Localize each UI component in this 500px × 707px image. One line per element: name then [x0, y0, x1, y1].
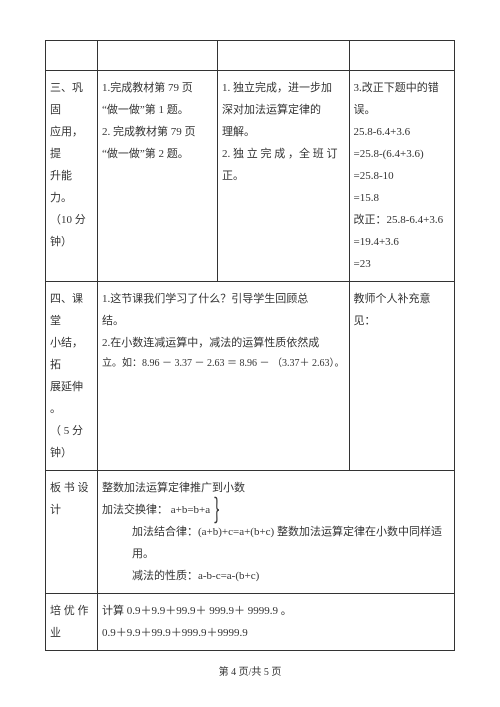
section-3-col4-l1: 3.改正下题中的错: [354, 77, 451, 99]
homework-row: 培 优 作 业 计算 0.9＋9.9＋99.9＋ 999.9＋ 9999.9 。…: [46, 594, 455, 651]
section-4-col3-l1: 教师个人补充意: [354, 288, 451, 310]
section-3-col4-l3: 25.8-6.4+3.6: [354, 121, 451, 143]
page-footer: 第 4 页/共 5 页: [45, 651, 455, 678]
section-3-col3: 1. 独立完成，进一步加 深对加法运算定律的 理解。 2. 独 立 完 成 ，全…: [218, 71, 349, 282]
section-4-label-l1: 四、课堂: [50, 288, 93, 332]
section-3-col2: 1.完成教材第 79 页 “做一做”第 1 题。 2. 完成教材第 79 页 “…: [98, 71, 218, 282]
section-4-col3-l2: 见：: [354, 310, 451, 332]
homework-l2: 0.9＋9.9＋99.9＋999.9＋9999.9: [102, 622, 450, 644]
section-4-label: 四、课堂 小结，拓 展延伸 。 （ 5 分 钟）: [46, 282, 98, 471]
board-design-body: 整数加法运算定律推广到小数 加法交换律： a+b=b+a ︷ 加法结合律：(a+…: [98, 471, 455, 594]
brace-icon: ︷: [217, 496, 225, 524]
section-3-row: 三、巩固 应用，提 升能力。 （10 分 钟） 1.完成教材第 79 页 “做一…: [46, 71, 455, 282]
section-3-label-l2: 应用，提: [50, 121, 93, 165]
section-4-col3: 教师个人补充意 见：: [349, 282, 455, 471]
section-4-label-l3: 展延伸 。: [50, 376, 93, 420]
section-3-col4-l7: 改正：25.8-6.4+3.6: [354, 209, 451, 231]
homework-label: 培 优 作 业: [46, 594, 98, 651]
section-3-label-l4: （10 分: [50, 209, 93, 231]
section-3-col4: 3.改正下题中的错 误。 25.8-6.4+3.6 =25.8-(6.4+3.6…: [349, 71, 455, 282]
homework-label-l1: 培 优 作: [50, 600, 93, 622]
board-design-l2: 加法交换律： a+b=b+a ︷: [102, 499, 450, 521]
section-4-col2-l2: 结。: [102, 310, 345, 332]
header-cell-3: [218, 41, 349, 71]
homework-label-l2: 业: [50, 622, 93, 644]
homework-l1: 计算 0.9＋9.9＋99.9＋ 999.9＋ 9999.9 。: [102, 600, 450, 622]
section-3-col3-l3: 理解。: [222, 121, 344, 143]
board-design-label-l2: 计: [50, 499, 93, 521]
board-design-l5: 减法的性质：a-b-c=a-(b+c): [102, 565, 450, 587]
section-4-label-l5: 钟）: [50, 442, 93, 464]
section-3-col4-l2: 误。: [354, 99, 451, 121]
section-3-col4-l4: =25.8-(6.4+3.6): [354, 143, 451, 165]
board-design-row: 板 书 设 计 整数加法运算定律推广到小数 加法交换律： a+b=b+a ︷ 加…: [46, 471, 455, 594]
section-4-row: 四、课堂 小结，拓 展延伸 。 （ 5 分 钟） 1.这节课我们学习了什么？引导…: [46, 282, 455, 471]
section-3-col3-l1: 1. 独立完成，进一步加: [222, 77, 344, 99]
section-3-col4-l6: =15.8: [354, 187, 451, 209]
header-row: [46, 41, 455, 71]
section-3-col3-l2: 深对加法运算定律的: [222, 99, 344, 121]
board-design-l1: 整数加法运算定律推广到小数: [102, 477, 450, 499]
section-4-col2: 1.这节课我们学习了什么？引导学生回顾总 结。 2.在小数连减运算中，减法的运算…: [98, 282, 350, 471]
board-design-l2-text: 加法交换律： a+b=b+a: [102, 504, 210, 516]
section-3-col2-l4: “做一做”第 2 题。: [102, 143, 213, 165]
board-design-l3: 加法结合律：(a+b)+c=a+(b+c) 整数加法运算定律在小数中同样适: [102, 521, 450, 543]
section-4-col2-l3: 2.在小数连减运算中，减法的运算性质依然成: [102, 332, 345, 354]
section-4-label-l4: （ 5 分: [50, 420, 93, 442]
section-3-col2-l3: 2. 完成教材第 79 页: [102, 121, 213, 143]
lesson-plan-table: 三、巩固 应用，提 升能力。 （10 分 钟） 1.完成教材第 79 页 “做一…: [45, 40, 455, 651]
board-design-l4: 用。: [102, 543, 450, 565]
section-3-label-l5: 钟）: [50, 231, 93, 253]
section-3-col2-l2: “做一做”第 1 题。: [102, 99, 213, 121]
section-3-col4-l9: =23: [354, 253, 451, 275]
header-cell-4: [349, 41, 455, 71]
header-cell-2: [98, 41, 218, 71]
board-design-label-l1: 板 书 设: [50, 477, 93, 499]
section-3-label-l3: 升能力。: [50, 165, 93, 209]
section-4-col2-l4: 立。如：8.96 － 3.37 － 2.63 ＝ 8.96 － （3.37＋ 2…: [102, 354, 345, 374]
section-3-col2-l1: 1.完成教材第 79 页: [102, 77, 213, 99]
header-cell-1: [46, 41, 98, 71]
section-3-col4-l8: =19.4+3.6: [354, 231, 451, 253]
section-3-col3-l5: 正。: [222, 165, 344, 187]
section-3-label: 三、巩固 应用，提 升能力。 （10 分 钟）: [46, 71, 98, 282]
section-4-label-l2: 小结，拓: [50, 332, 93, 376]
section-3-col3-l4: 2. 独 立 完 成 ，全 班 订: [222, 143, 344, 165]
section-4-col2-l1: 1.这节课我们学习了什么？引导学生回顾总: [102, 288, 345, 310]
section-3-col4-l5: =25.8-10: [354, 165, 451, 187]
board-design-label: 板 书 设 计: [46, 471, 98, 594]
homework-body: 计算 0.9＋9.9＋99.9＋ 999.9＋ 9999.9 。 0.9＋9.9…: [98, 594, 455, 651]
board-design-l3-text: 加法结合律：(a+b)+c=a+(b+c) 整数加法运算定律在小数中同样适: [132, 526, 442, 538]
section-3-label-l1: 三、巩固: [50, 77, 93, 121]
